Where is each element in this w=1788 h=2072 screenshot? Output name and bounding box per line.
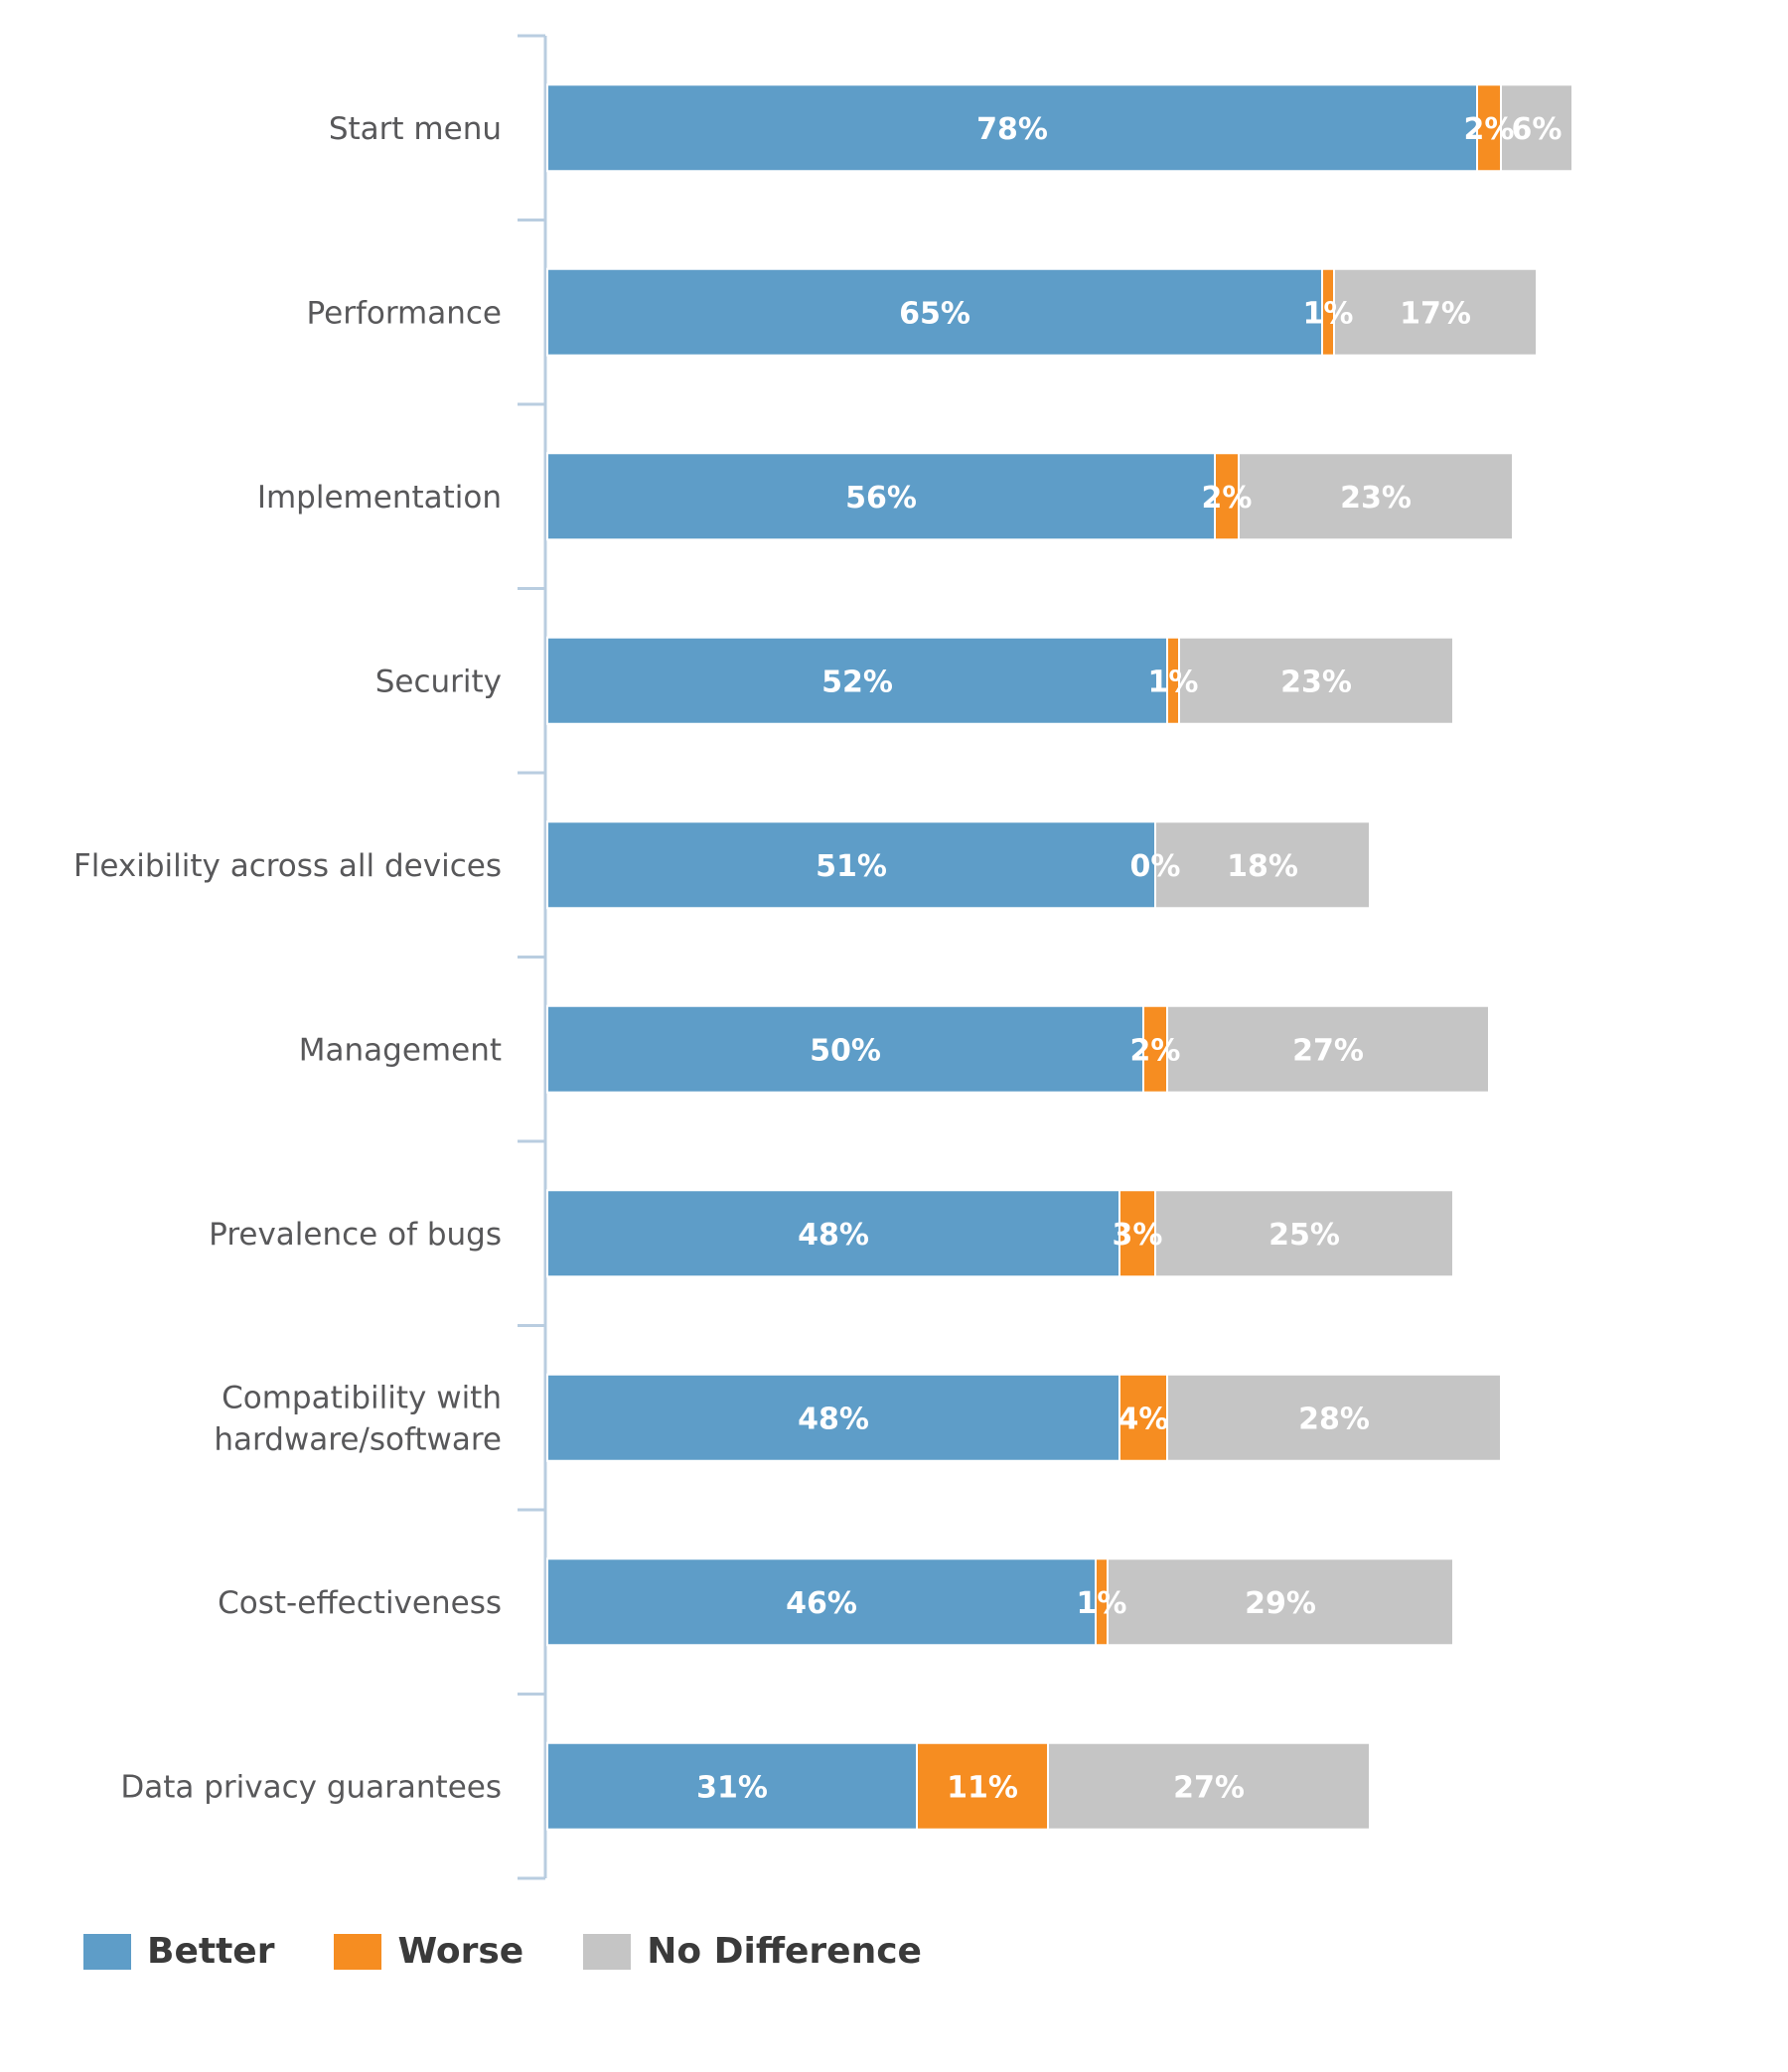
value-label-no-difference: 28% xyxy=(1298,1402,1370,1436)
bar-no-difference xyxy=(1047,1741,1371,1831)
value-label-no-difference: 17% xyxy=(1400,296,1471,331)
value-labels: 78% 2%6%65% 1% 17%56% 2% 23%52% 1% 23%51% 0% 18%5… xyxy=(696,112,1562,1806)
bar-better xyxy=(546,1004,1144,1094)
value-label-worse: 11% xyxy=(947,1770,1018,1805)
bar-no-difference xyxy=(1107,1557,1454,1647)
category-label: Start menu xyxy=(329,111,502,147)
legend-label-worse: Worse xyxy=(397,1931,524,1972)
category-label: Cost-effectiveness xyxy=(218,1585,502,1621)
category-labels: Start menu Performance Implementation Secur… xyxy=(74,111,502,1806)
stacked-bar-chart: Start menu Performance Implementation Secur… xyxy=(74,34,1573,1880)
bar-better xyxy=(546,1373,1120,1462)
bar-no-difference xyxy=(1154,820,1371,910)
legend-item-worse: Worse xyxy=(334,1931,523,1972)
value-label-better: 48% xyxy=(798,1218,869,1253)
bar-worse xyxy=(916,1741,1049,1831)
value-label-better: 78% xyxy=(976,112,1048,147)
bar-better xyxy=(546,452,1216,541)
value-label-better: 56% xyxy=(845,481,917,516)
value-label-worse: 2% xyxy=(1130,1033,1181,1068)
legend-item-no-difference: No Difference xyxy=(583,1931,922,1972)
bar-better xyxy=(546,1189,1120,1278)
value-label-better: 50% xyxy=(810,1033,881,1068)
value-label-better: 46% xyxy=(786,1586,857,1621)
category-label: Data privacy guarantees xyxy=(120,1769,502,1805)
value-label-no-difference: 23% xyxy=(1280,665,1352,699)
y-axis xyxy=(518,34,547,1880)
value-label-no-difference: 6% xyxy=(1512,112,1563,147)
bar-better xyxy=(546,1557,1097,1647)
value-label-no-difference: 29% xyxy=(1245,1586,1316,1621)
bar-no-difference xyxy=(1178,636,1454,725)
value-label-worse: 2% xyxy=(1202,481,1253,516)
value-label-no-difference: 23% xyxy=(1340,481,1412,516)
bar-better xyxy=(546,1741,918,1831)
category-label: Flexibility across all devices xyxy=(74,848,502,884)
value-label-better: 51% xyxy=(816,849,887,884)
value-label-worse: 1% xyxy=(1148,665,1199,699)
bar-no-difference xyxy=(1154,1189,1454,1278)
category-label: hardware/software xyxy=(214,1421,502,1457)
bar-worse xyxy=(1118,1373,1168,1462)
value-label-better: 48% xyxy=(798,1402,869,1436)
value-label-no-difference: 25% xyxy=(1268,1218,1340,1253)
value-label-no-difference: 18% xyxy=(1227,849,1298,884)
bar-no-difference xyxy=(1166,1373,1502,1462)
legend-swatch-no-difference xyxy=(583,1933,632,1970)
value-label-better: 65% xyxy=(899,296,970,331)
legend: Better Worse No Difference xyxy=(83,1931,981,1972)
category-label: Performance xyxy=(307,295,502,331)
legend-swatch-worse xyxy=(334,1933,382,1970)
legend-swatch-better xyxy=(83,1933,131,1970)
bar-no-difference xyxy=(1333,267,1538,357)
category-label: Management xyxy=(299,1032,502,1068)
category-label: Compatibility with xyxy=(222,1380,502,1415)
legend-label-better: Better xyxy=(147,1931,275,1972)
legend-label-no-difference: No Difference xyxy=(647,1931,922,1972)
bar-better xyxy=(546,267,1323,357)
bar-no-difference xyxy=(1166,1004,1490,1094)
value-label-worse: 1% xyxy=(1077,1586,1127,1621)
bar-better xyxy=(546,636,1168,725)
category-label: Implementation xyxy=(257,480,502,516)
bar-no-difference xyxy=(1500,83,1573,173)
bar-worse xyxy=(1476,83,1502,173)
legend-item-better: Better xyxy=(83,1931,274,1972)
bar-better xyxy=(546,83,1478,173)
category-label: Security xyxy=(375,664,502,699)
value-label-worse: 0% xyxy=(1130,849,1181,884)
value-label-worse: 4% xyxy=(1118,1402,1169,1436)
value-label-better: 52% xyxy=(821,665,893,699)
value-label-worse: 2% xyxy=(1464,112,1515,147)
value-label-worse: 1% xyxy=(1303,296,1354,331)
value-label-better: 31% xyxy=(696,1770,768,1805)
bars xyxy=(546,83,1573,1831)
bar-no-difference xyxy=(1238,452,1514,541)
category-label: Prevalence of bugs xyxy=(209,1217,502,1253)
value-label-worse: 3% xyxy=(1113,1218,1163,1253)
value-label-no-difference: 27% xyxy=(1292,1033,1364,1068)
value-label-no-difference: 27% xyxy=(1173,1770,1245,1805)
